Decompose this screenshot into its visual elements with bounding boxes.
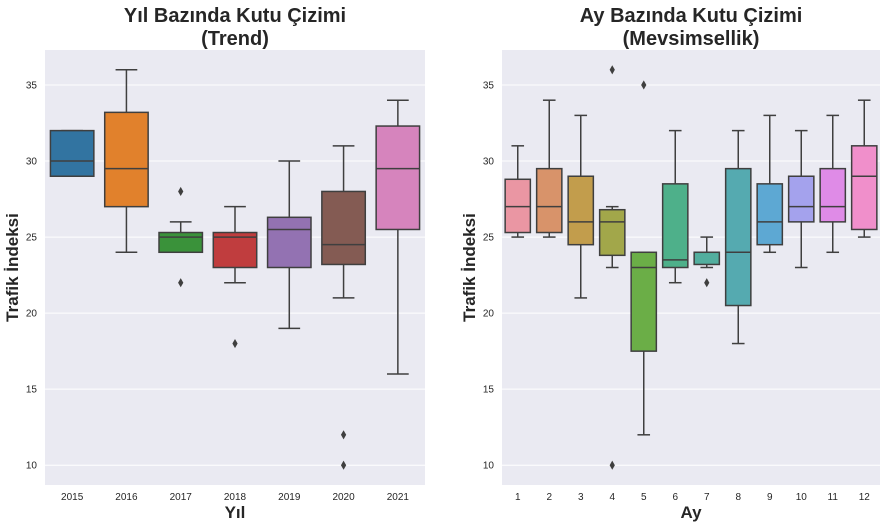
box-2015 [49, 129, 95, 177]
x-tick-label: 9 [767, 492, 773, 503]
y-tick-label: 20 [26, 309, 38, 320]
box-3 [567, 114, 595, 299]
x-tick-label: 4 [609, 492, 615, 503]
y-tick-label: 30 [26, 157, 38, 168]
box-body [724, 167, 752, 307]
box-2020 [321, 145, 367, 470]
x-tick-label: 2 [546, 492, 552, 503]
y-tick-label: 20 [483, 309, 495, 320]
x-tick-label: 1 [515, 492, 521, 503]
outlier-point [178, 186, 184, 197]
outlier-point [609, 65, 615, 75]
y-axis-label: Trafik İndeksi [3, 213, 22, 322]
x-tick-label: 2017 [170, 492, 193, 503]
box-2018 [212, 205, 258, 349]
x-tick-label: 3 [578, 492, 584, 503]
y-tick-label: 25 [483, 233, 495, 244]
x-tick-label: 6 [672, 492, 678, 503]
x-tick-label: 10 [796, 492, 808, 503]
box-body [819, 167, 847, 223]
box-11 [819, 114, 847, 254]
y-tick-label: 15 [26, 385, 38, 396]
outlier-point [704, 278, 710, 288]
x-tick-label: 11 [828, 492, 839, 503]
box-4 [598, 65, 626, 470]
chart-title-line: Yıl Bazında Kutu Çizimi [124, 5, 346, 27]
x-tick-label: 2015 [61, 492, 84, 503]
y-tick-label: 30 [483, 157, 495, 168]
x-tick-label: 5 [641, 492, 647, 503]
box-body [266, 216, 312, 269]
y-tick-label: 35 [483, 80, 495, 91]
year-boxplot-panel: 10 15 20 25 30 35 2015 2016 2017 2018 2019 2020 2021… [3, 5, 425, 522]
plot-background [502, 50, 880, 485]
y-tick-label: 10 [483, 461, 495, 472]
box-body [212, 231, 258, 269]
x-tick-label: 8 [735, 492, 741, 503]
y-tick-label: 15 [483, 385, 495, 396]
box-body [375, 125, 421, 231]
box-body [49, 129, 95, 177]
outlier-point [340, 460, 347, 470]
box-body [756, 183, 784, 246]
box-5 [630, 80, 658, 436]
box-body [850, 145, 878, 231]
y-tick-label: 10 [26, 461, 38, 472]
box-10 [787, 129, 815, 269]
x-axis-label: Yıl [225, 503, 246, 522]
box-body [567, 175, 595, 246]
outlier-point [178, 278, 184, 288]
box-7 [693, 236, 721, 288]
box-1 [504, 145, 532, 238]
box-body [504, 178, 532, 234]
x-tick-label: 7 [704, 492, 710, 503]
y-axis-label: Trafik İndeksi [460, 213, 479, 322]
box-body [661, 183, 689, 269]
box-2 [535, 99, 563, 238]
box-9 [756, 114, 784, 254]
x-tick-label: 2018 [224, 492, 247, 503]
x-tick-label: 2016 [115, 492, 138, 503]
chart-title-line: Ay Bazında Kutu Çizimi [580, 5, 803, 27]
box-12 [850, 99, 878, 238]
y-tick-label: 35 [26, 80, 38, 91]
chart-title-line: (Mevsimsellik) [623, 28, 760, 50]
box-body [535, 167, 563, 234]
y-tick-label: 25 [26, 233, 38, 244]
x-tick-label: 2020 [332, 492, 355, 503]
box-body [158, 231, 204, 254]
x-tick-label: 12 [859, 492, 871, 503]
outlier-point [340, 430, 347, 440]
x-tick-label: 2019 [278, 492, 301, 503]
box-body [598, 208, 626, 257]
box-body [321, 190, 367, 266]
outlier-point [641, 80, 647, 90]
outlier-point [609, 460, 615, 470]
box-body [787, 175, 815, 223]
box-2017 [158, 186, 204, 288]
box-2021 [375, 99, 421, 375]
box-body [103, 111, 149, 208]
box-8 [724, 129, 752, 345]
chart-title-line: (Trend) [201, 28, 269, 50]
outlier-point [232, 338, 238, 349]
box-2016 [103, 69, 149, 254]
x-tick-label: 2021 [387, 492, 410, 503]
box-body [693, 251, 721, 266]
box-2019 [266, 160, 312, 330]
box-body [630, 251, 658, 352]
x-axis-label: Ay [680, 503, 702, 522]
box-6 [661, 129, 689, 284]
